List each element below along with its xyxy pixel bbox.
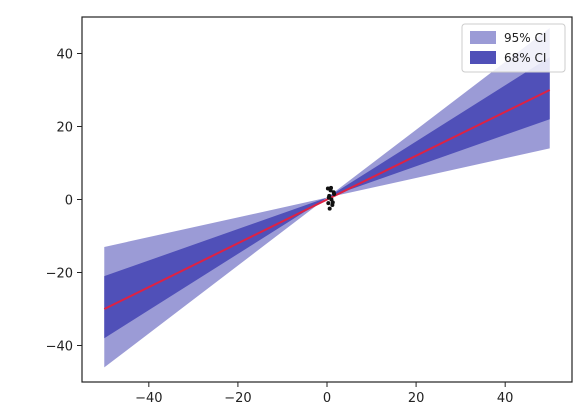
data-point bbox=[332, 192, 337, 197]
data-point bbox=[330, 200, 335, 205]
legend-swatch bbox=[470, 51, 496, 64]
legend: 95% CI 68% CI bbox=[461, 23, 566, 73]
band-95-ci bbox=[104, 27, 550, 368]
data-group bbox=[103, 27, 551, 368]
x-tick-label: 0 bbox=[323, 391, 331, 406]
data-point bbox=[326, 195, 331, 200]
legend-label: 68% CI bbox=[504, 51, 546, 65]
x-tick-label: 20 bbox=[408, 391, 425, 406]
legend-swatch bbox=[470, 31, 496, 44]
data-point bbox=[329, 185, 334, 190]
axes: −40 −20 0 20 40 −40 −20 0 20 40 bbox=[46, 16, 573, 406]
y-tick-label: 20 bbox=[56, 121, 73, 136]
data-point bbox=[326, 201, 331, 206]
x-tick-label: −20 bbox=[224, 391, 251, 406]
data-point bbox=[327, 206, 332, 211]
plot-area bbox=[103, 27, 551, 368]
regression-line bbox=[103, 89, 551, 310]
x-tick-label: −40 bbox=[135, 391, 162, 406]
legend-label: 95% CI bbox=[504, 31, 546, 45]
y-tick-label: 0 bbox=[65, 194, 73, 209]
x-tick-label: 40 bbox=[497, 391, 514, 406]
band-68-ci bbox=[104, 57, 550, 339]
y-tick-label: −20 bbox=[46, 267, 73, 282]
y-tick-label: −40 bbox=[46, 340, 73, 355]
y-tick-label: 40 bbox=[56, 48, 73, 63]
